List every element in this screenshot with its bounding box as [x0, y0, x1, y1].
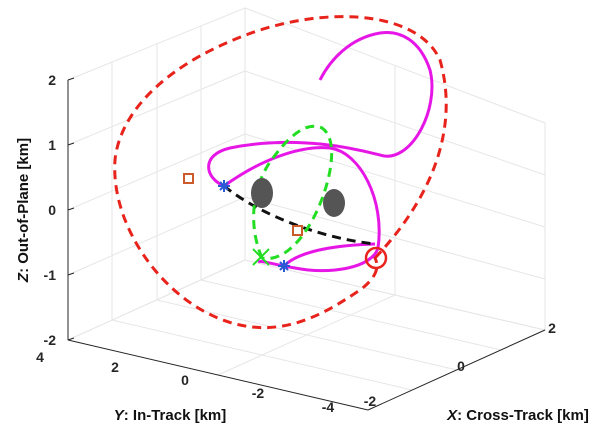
- blue-star-marker: [218, 180, 230, 192]
- y-tick-label: 2: [111, 359, 119, 375]
- y-tick-label: -2: [252, 385, 265, 401]
- series-red-dashed: [113, 15, 448, 330]
- x-axis-label: X: Cross-Track [km]: [446, 407, 589, 424]
- x-tick-label: 0: [457, 358, 465, 374]
- z-tick-label: -1: [44, 267, 57, 283]
- z-tick-label: 2: [48, 72, 56, 88]
- z-axis-label: Z: Out-of-Plane [km]: [15, 138, 32, 283]
- x-axis-text: : Cross-Track [km]: [457, 407, 589, 424]
- grid-lines: [67, 7, 546, 391]
- gray-ellipsoid-marker: [251, 178, 273, 208]
- y-tick-label: -4: [322, 399, 335, 415]
- series-magenta-solid-c: [282, 242, 376, 268]
- series-black-dashed: [223, 184, 376, 246]
- z-ticks: 2 1 0 -1 -2: [44, 72, 75, 348]
- z-axis-text: : Out-of-Plane [km]: [15, 138, 32, 273]
- z-tick-label: 1: [48, 137, 56, 153]
- y-axis-var: Y: [114, 407, 126, 424]
- x-tick-label: 2: [548, 320, 556, 336]
- x-tick-label: -2: [364, 393, 377, 409]
- red-circle-marker: [364, 246, 388, 270]
- orange-square-marker: [292, 225, 303, 236]
- x-axis-var: X: [446, 407, 458, 424]
- gray-ellipsoid-marker: [323, 189, 345, 217]
- y-ticks: 4 2 0 -2 -4: [36, 349, 334, 415]
- z-tick-label: -2: [44, 332, 57, 348]
- blue-star-marker: [278, 260, 290, 272]
- green-x-marker: [252, 248, 270, 266]
- z-axis-var: Z: [15, 272, 32, 283]
- y-tick-label: 0: [181, 372, 189, 388]
- x-ticks: -2 0 2: [364, 320, 556, 409]
- z-tick-label: 0: [48, 202, 56, 218]
- y-axis-text: : In-Track [km]: [124, 407, 227, 424]
- series-magenta-solid-b: [207, 30, 434, 188]
- series-magenta-solid: [223, 146, 381, 273]
- y-axis-label: Y: In-Track [km]: [114, 407, 227, 424]
- orange-square-marker: [183, 173, 194, 184]
- trajectories: [113, 15, 448, 330]
- y-tick-label: 4: [36, 349, 44, 365]
- axis-lines: [67, 80, 546, 411]
- markers: [183, 173, 388, 272]
